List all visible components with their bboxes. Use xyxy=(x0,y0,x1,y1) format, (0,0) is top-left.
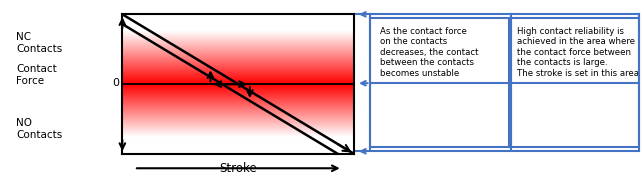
Text: 0: 0 xyxy=(113,78,120,88)
Text: Stroke: Stroke xyxy=(220,162,257,175)
Text: High contact reliability is
achieved in the area where
the contact force between: High contact reliability is achieved in … xyxy=(517,27,639,78)
Text: NC
Contacts: NC Contacts xyxy=(16,32,62,54)
Text: As the contact force
on the contacts
decreases, the contact
between the contacts: As the contact force on the contacts dec… xyxy=(380,27,478,78)
Text: Contact
Force: Contact Force xyxy=(16,64,57,86)
Text: NO
Contacts: NO Contacts xyxy=(16,118,62,140)
